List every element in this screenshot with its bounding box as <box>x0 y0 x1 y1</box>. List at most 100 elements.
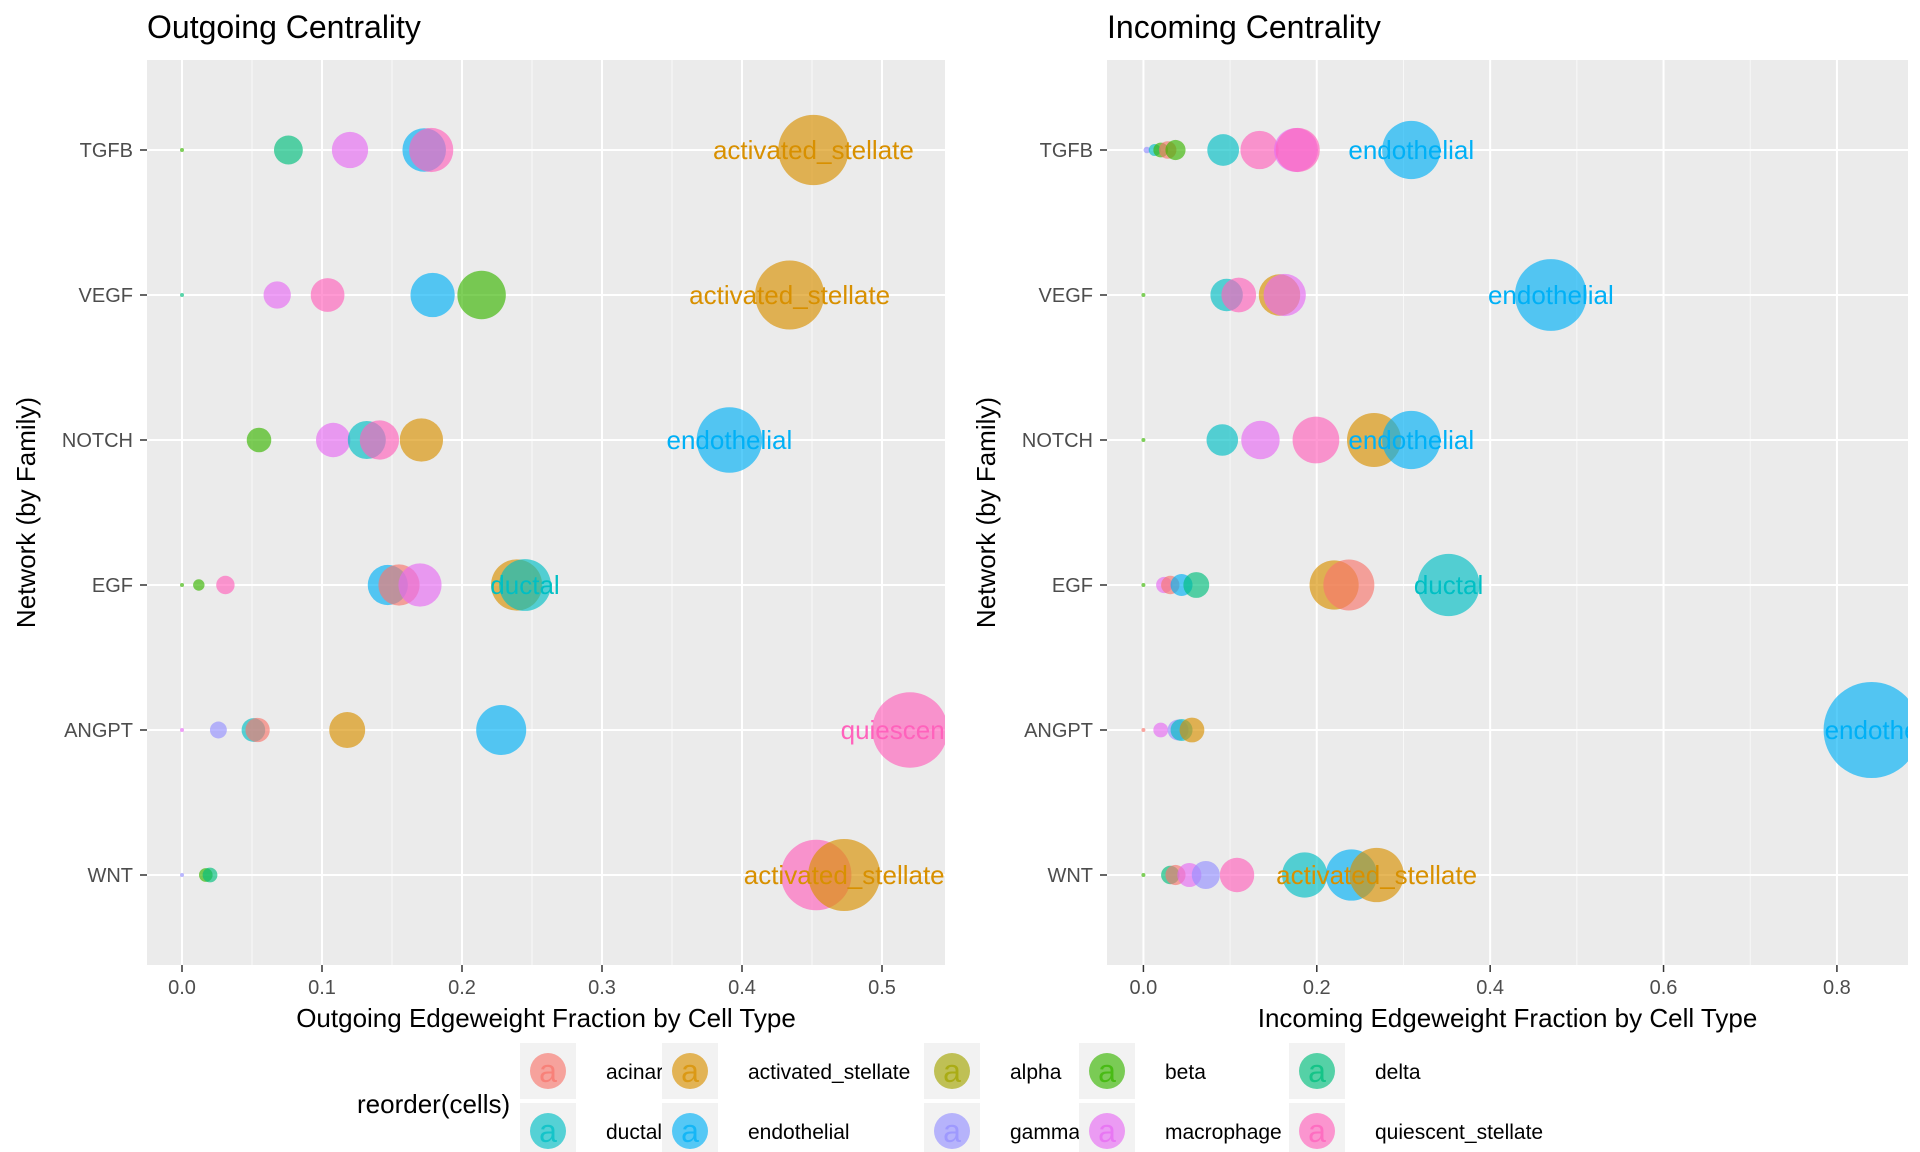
point-angpt-activated-stellate <box>329 712 366 748</box>
point-angpt-endothelial <box>476 704 527 756</box>
legend: reorder(cells)a acinar a activated_stellate… <box>357 1043 1543 1152</box>
point-vegf-delta <box>180 293 184 297</box>
legend-swatch <box>1089 1113 1125 1149</box>
point-vegf-quiescent-stellate <box>1221 277 1257 313</box>
legend-label: delta <box>1375 1061 1421 1084</box>
point-angpt-acinar <box>1141 728 1146 732</box>
x-tick-label: 0.8 <box>1823 977 1851 999</box>
x-axis-title: Incoming Edgeweight Fraction by Cell Typ… <box>1258 1003 1758 1033</box>
legend-label: acinar <box>606 1061 663 1084</box>
point-wnt-beta <box>1141 873 1146 877</box>
x-tick-label: 0.1 <box>308 977 336 999</box>
legend-swatch <box>1089 1053 1125 1089</box>
point-egf-beta <box>193 579 205 591</box>
point-notch-endothelial <box>1382 410 1441 470</box>
legend-item-activated-stellate: a activated_stellate <box>662 1043 910 1099</box>
point-egf-quiescent-stellate <box>216 575 235 595</box>
legend-label: beta <box>1165 1061 1206 1084</box>
point-label: activated_stellate <box>744 860 945 890</box>
legend-key-glyph: a <box>1308 1053 1326 1089</box>
legend-label: quiescent_stellate <box>1375 1121 1543 1144</box>
legend-label: endothelial <box>748 1121 850 1144</box>
point-notch-ductal <box>1206 424 1239 456</box>
legend-key-glyph: a <box>943 1053 961 1089</box>
x-tick-label: 0.2 <box>448 977 476 999</box>
y-tick-label: EGF <box>92 575 133 597</box>
point-notch-beta <box>1141 438 1146 442</box>
point-vegf-endothelial <box>1514 259 1587 331</box>
point-label: endothelial <box>1348 425 1474 455</box>
legend-item-delta: a delta <box>1289 1043 1421 1099</box>
x-tick-label: 0.5 <box>868 977 896 999</box>
y-tick-label: NOTCH <box>62 430 133 452</box>
points-layer: endothelial endothelial endothelial ductal e… <box>1141 120 1908 903</box>
legend-label: activated_stellate <box>748 1061 910 1084</box>
legend-key-glyph: a <box>681 1053 699 1089</box>
y-tick-label: TGFB <box>80 140 133 162</box>
legend-key-glyph: a <box>681 1113 699 1149</box>
point-notch-macrophage <box>1241 420 1280 460</box>
point-label: quiescent_s <box>841 715 980 745</box>
point-wnt-delta <box>202 867 218 883</box>
point-tgfb-quiescent-stellate <box>409 127 454 173</box>
point-wnt-quiescent-stellate <box>1219 857 1255 893</box>
legend-item-alpha: a alpha <box>924 1043 1062 1099</box>
legend-label: macrophage <box>1165 1121 1282 1144</box>
points-layer: activated_stellateactivated_stellateendo… <box>180 114 980 912</box>
point-angpt-endothelial <box>1823 682 1908 778</box>
y-axis-title: Network (by Family) <box>971 397 1001 628</box>
point-angpt-macrophage <box>180 728 184 732</box>
point-tgfb-quiescent-stellate <box>1275 127 1320 173</box>
point-angpt-quiescent-stellate <box>872 692 945 768</box>
point-egf-beta <box>180 583 184 587</box>
point-vegf-beta <box>457 270 506 320</box>
point-egf-beta <box>1141 583 1146 587</box>
point-notch-activated-stellate <box>399 418 444 462</box>
legend-key-glyph: a <box>1098 1053 1116 1089</box>
point-label: activated_stellate <box>1276 860 1477 890</box>
point-notch-macrophage <box>315 422 351 458</box>
legend-key-glyph: a <box>539 1113 557 1149</box>
y-tick-label: ANGPT <box>64 720 133 742</box>
legend-item-beta: a beta <box>1079 1043 1206 1099</box>
point-vegf-quiescent-stellate <box>310 278 345 312</box>
point-egf-macrophage <box>398 563 442 607</box>
legend-swatch <box>934 1113 970 1149</box>
point-tgfb-activated-stellate <box>778 114 849 186</box>
panel-incoming: endothelial endothelial endothelial ductal e… <box>971 9 1908 1033</box>
panel-background <box>1107 60 1908 965</box>
x-tick-label: 0.2 <box>1303 977 1331 999</box>
legend-swatch <box>1299 1053 1335 1089</box>
point-angpt-acinar <box>245 717 270 743</box>
y-axis-title: Network (by Family) <box>11 397 41 628</box>
legend-item-endothelial: a endothelial <box>662 1103 850 1152</box>
point-label: activated_stellate <box>713 135 914 165</box>
x-tick-label: 0.0 <box>168 977 196 999</box>
legend-title: reorder(cells) <box>357 1089 510 1119</box>
x-tick-label: 0.4 <box>728 977 756 999</box>
point-label: ductal <box>490 570 559 600</box>
point-notch-quiescent-stellate <box>359 420 400 460</box>
panel-background <box>147 60 945 965</box>
chart-title: Incoming Centrality <box>1107 9 1381 45</box>
panel-outgoing: activated_stellateactivated_stellateendo… <box>11 9 980 1033</box>
legend-key-glyph: a <box>1308 1113 1326 1149</box>
chart-title: Outgoing Centrality <box>147 9 421 45</box>
point-egf-acinar <box>1323 559 1375 611</box>
point-wnt-activated-stellate <box>808 838 881 912</box>
legend-swatch <box>530 1113 566 1149</box>
legend-key-glyph: a <box>539 1053 557 1089</box>
point-label: endothelial <box>1488 280 1614 310</box>
point-wnt-ductal <box>1282 852 1328 898</box>
point-vegf-endothelial <box>410 272 455 318</box>
point-notch-endothelial <box>696 407 763 473</box>
legend-swatch <box>530 1053 566 1089</box>
point-angpt-activated-stellate <box>1179 717 1205 743</box>
point-vegf-activated-stellate <box>755 260 825 330</box>
legend-label: gamma <box>1010 1121 1080 1144</box>
point-tgfb-delta <box>273 135 303 165</box>
y-tick-label: VEGF <box>79 285 133 307</box>
point-vegf-macrophage <box>263 281 291 309</box>
point-label: endothelial <box>667 425 793 455</box>
